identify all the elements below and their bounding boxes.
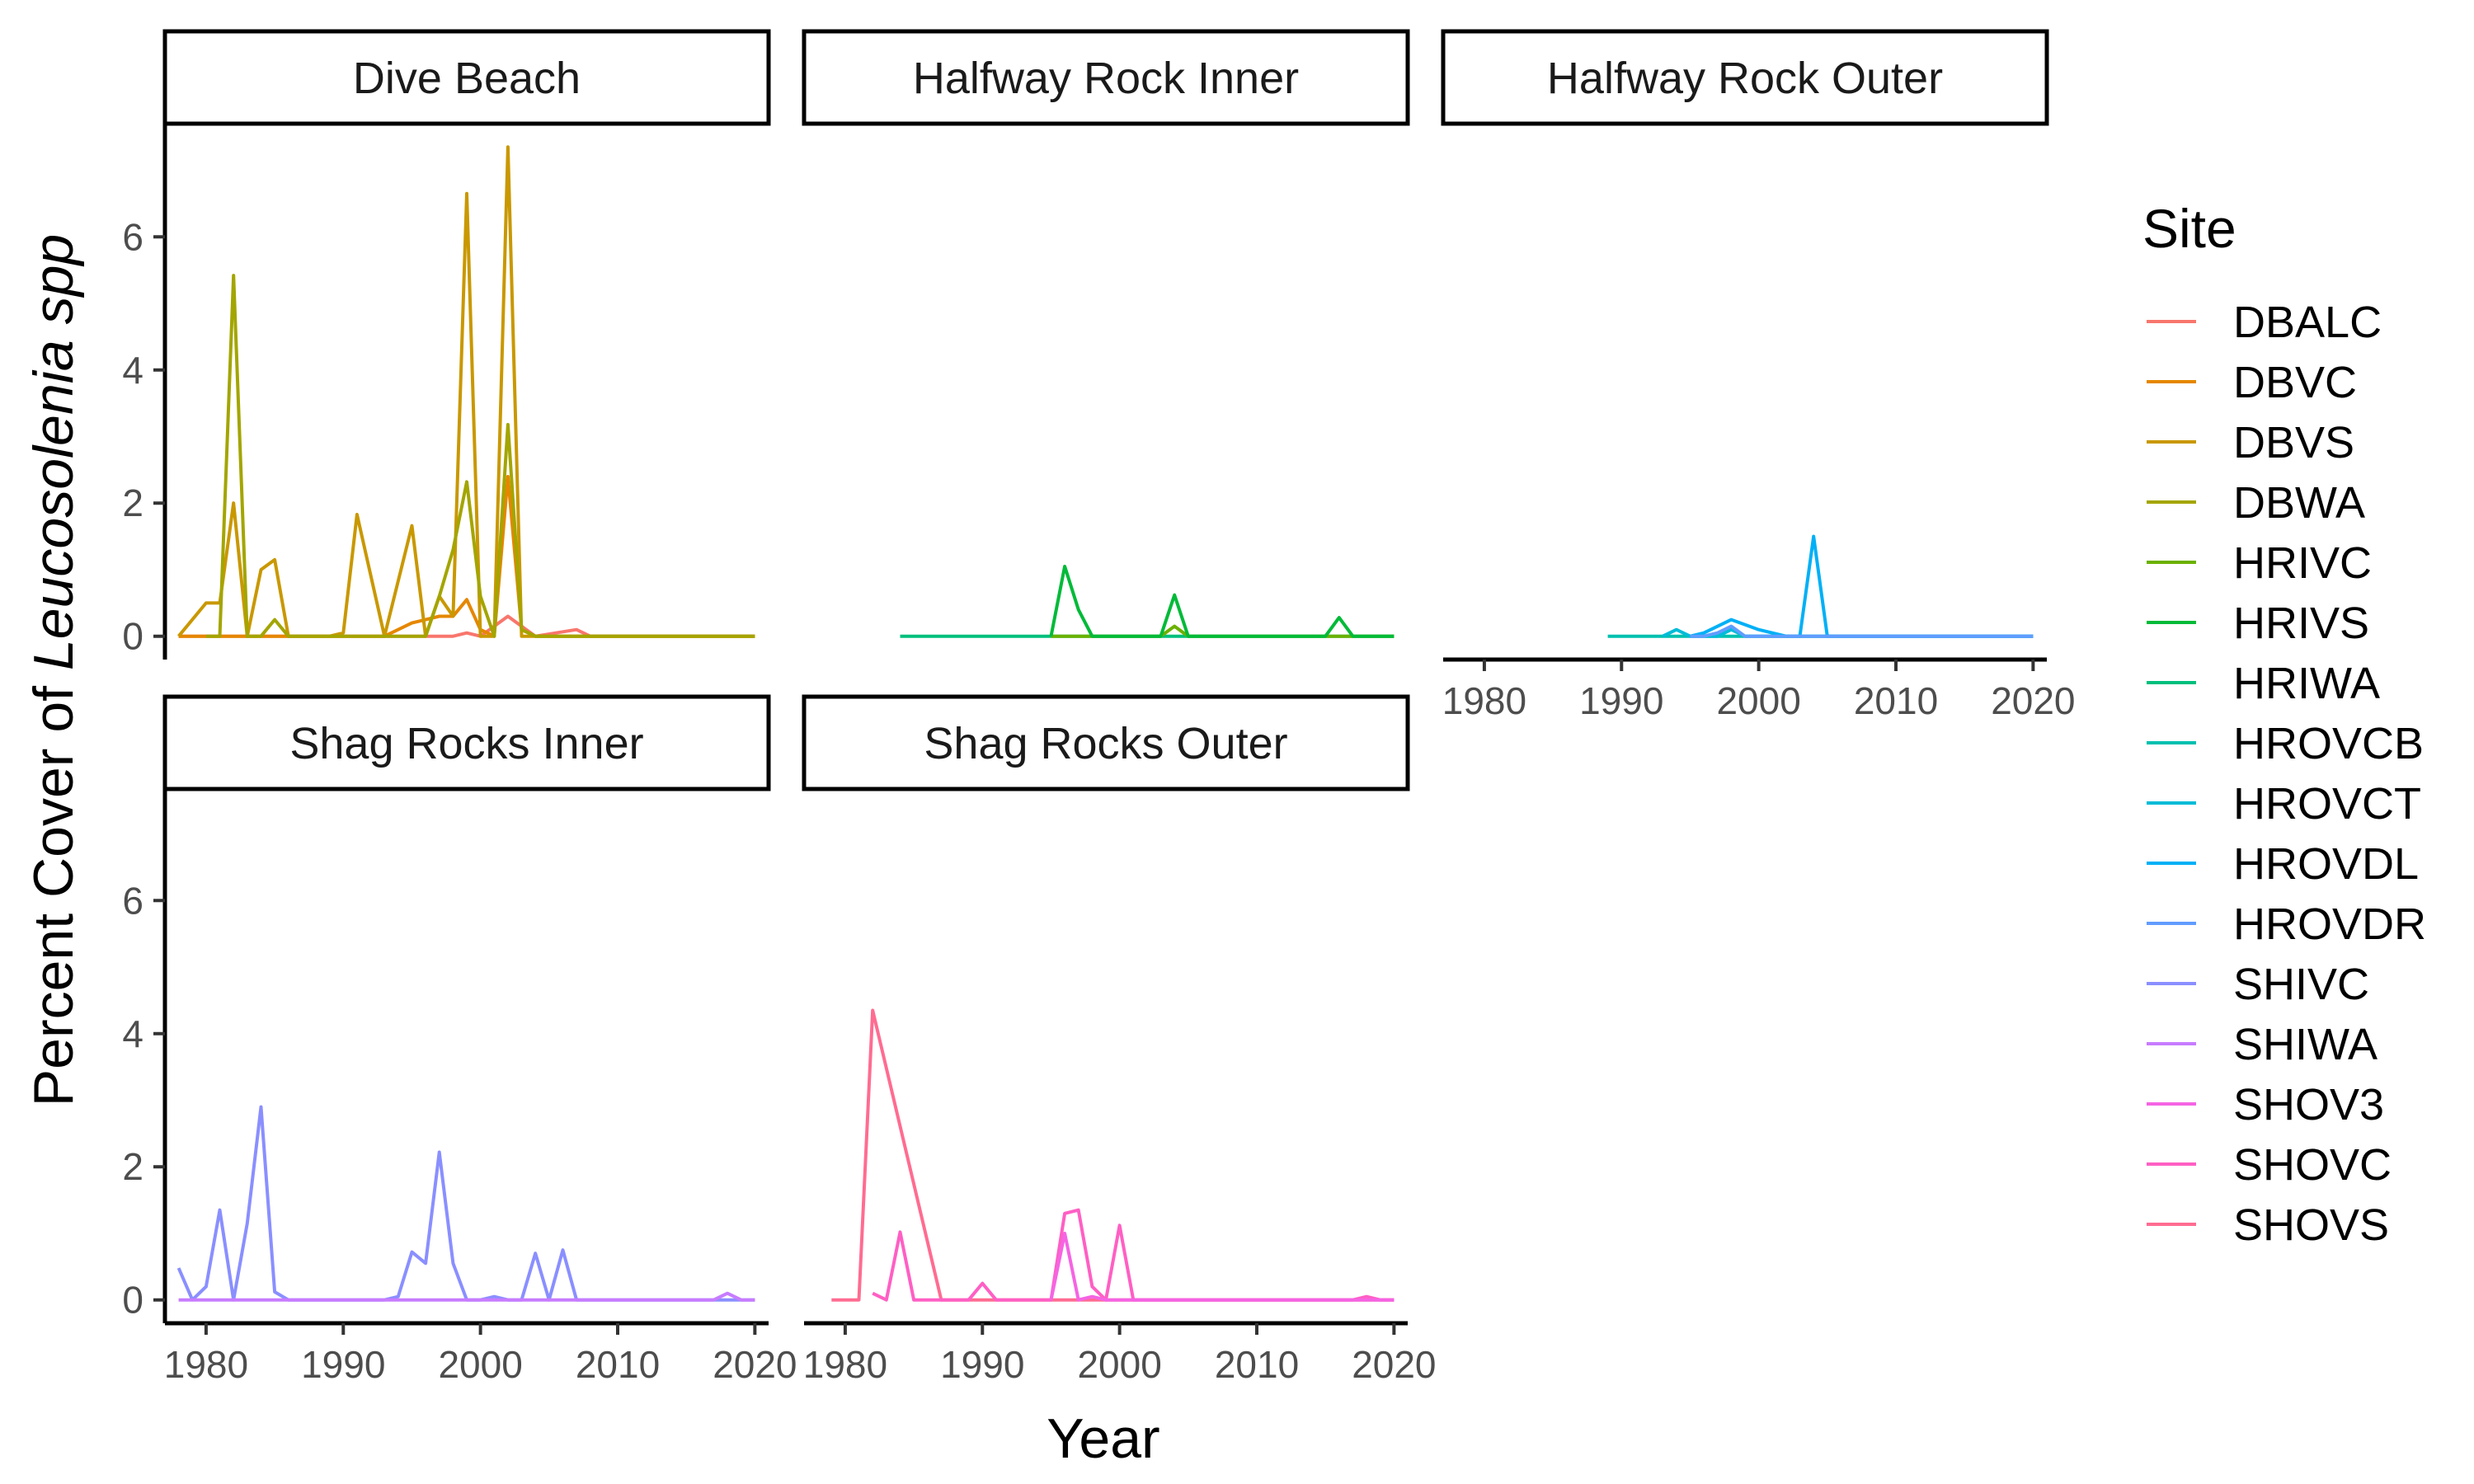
y-tick-label: 6: [122, 879, 143, 922]
chart-panels: Dive Beach 0 2 4 6 Halfway Rock Inner Halfway …: [122, 29, 2076, 1386]
legend-label: HROVDL: [2233, 839, 2419, 889]
legend: Site DBALC DBVC DBVS DBWA HRIVC HRIVS HRIWA HROV…: [2142, 198, 2426, 1250]
x-axis-title: Year: [1047, 1407, 1159, 1470]
y-tick-label: 6: [122, 215, 143, 258]
legend-item: HROVCT: [2147, 779, 2421, 829]
y-tick-label: 4: [122, 349, 143, 392]
legend-label: HRIVC: [2233, 538, 2372, 588]
legend-label: HROVCT: [2233, 779, 2421, 829]
legend-label: DBVC: [2233, 358, 2357, 407]
panel: Shag Rocks Inner 0 2 4 6 1980 1990 2000 2010 2020: [122, 694, 797, 1386]
series-line-dbwa: [205, 274, 755, 638]
legend-item: DBVS: [2147, 418, 2354, 467]
legend-label: HROVDR: [2233, 899, 2426, 949]
legend-item: HROVDR: [2147, 899, 2426, 949]
legend-item: SHIWA: [2147, 1020, 2378, 1069]
legend-item: DBVC: [2147, 358, 2357, 407]
y-tick-label: 0: [122, 1279, 143, 1322]
y-tick-label: 0: [122, 615, 143, 658]
legend-label: HRIWA: [2233, 659, 2380, 708]
panel-strip: [162, 29, 771, 126]
legend-item: HROVDL: [2147, 839, 2419, 889]
y-axis-title-prefix: Percent Cover of: [22, 670, 85, 1106]
x-tick-label: 2000: [1716, 679, 1800, 722]
legend-item: HRIWA: [2147, 659, 2380, 708]
legend-label: HRIVS: [2233, 599, 2369, 648]
y-axis-title: Percent Cover of Leucosolenia spp: [22, 234, 85, 1106]
series-line-hrovdl: [1690, 534, 2034, 638]
series-line-shovc: [872, 1208, 1395, 1302]
x-tick-label: 1980: [803, 1343, 887, 1386]
panel-title: Halfway Rock Inner: [913, 54, 1299, 103]
legend-label: SHIWA: [2233, 1020, 2378, 1069]
legend-label: SHOVC: [2233, 1140, 2392, 1190]
series-line-dbvc: [178, 475, 755, 638]
x-tick-label: 2020: [1991, 679, 2075, 722]
x-tick-label: 1990: [1579, 679, 1663, 722]
panel: Shag Rocks Outer 1980 1990 2000 2010 2020: [802, 694, 1437, 1386]
series-line-shov3: [1049, 1232, 1395, 1302]
legend-label: SHIVC: [2233, 960, 2369, 1009]
panel-title: Dive Beach: [353, 54, 581, 103]
panel-strip: [802, 29, 1410, 126]
y-tick-label: 4: [122, 1012, 143, 1055]
panel-title: Shag Rocks Inner: [289, 719, 643, 768]
legend-label: SHOVS: [2233, 1200, 2389, 1250]
x-tick-label: 1980: [1442, 679, 1526, 722]
series-line-dbvs: [177, 145, 755, 638]
x-tick-label: 2000: [438, 1343, 522, 1386]
legend-title: Site: [2142, 198, 2236, 259]
x-tick-label: 2010: [576, 1343, 660, 1386]
legend-item: DBALC: [2147, 298, 2382, 347]
x-tick-label: 2020: [713, 1343, 797, 1386]
legend-label: HROVCB: [2233, 719, 2424, 768]
legend-item: SHOVC: [2147, 1140, 2392, 1190]
legend-label: DBWA: [2233, 478, 2365, 528]
y-tick-label: 2: [122, 1145, 143, 1188]
legend-item: SHIVC: [2147, 960, 2369, 1009]
x-tick-label: 2010: [1854, 679, 1938, 722]
legend-item: HRIVC: [2147, 538, 2372, 588]
panel: Halfway Rock Inner: [802, 29, 1410, 638]
x-tick-label: 2020: [1352, 1343, 1436, 1386]
legend-item: SHOVS: [2147, 1200, 2389, 1250]
x-tick-label: 2000: [1077, 1343, 1161, 1386]
panel-strip: [162, 694, 771, 791]
panel-title: Halfway Rock Outer: [1547, 54, 1943, 103]
x-tick-label: 1990: [940, 1343, 1024, 1386]
series-line-shiwa: [178, 1291, 755, 1302]
x-tick-label: 2010: [1215, 1343, 1299, 1386]
legend-label: DBVS: [2233, 418, 2354, 467]
series-line-hrivs: [1049, 565, 1395, 638]
panel-strip: [802, 694, 1410, 791]
x-tick-label: 1990: [301, 1343, 385, 1386]
legend-item: DBWA: [2147, 478, 2365, 528]
panel-title: Shag Rocks Outer: [924, 719, 1287, 768]
legend-item: HROVCB: [2147, 719, 2424, 768]
panel-strip: [1441, 29, 2049, 126]
y-tick-label: 2: [122, 481, 143, 524]
series-line-shivc: [176, 1105, 755, 1302]
legend-item: HRIVS: [2147, 599, 2369, 648]
series-line-hrovdr: [1690, 624, 2034, 638]
y-axis-title-italic: Leucosolenia spp: [22, 234, 85, 670]
panel: Dive Beach 0 2 4 6: [122, 29, 771, 660]
panel: Halfway Rock Outer 1980 1990 2000 2010 2020: [1441, 29, 2076, 722]
legend-label: DBALC: [2233, 298, 2382, 347]
legend-label: SHOV3: [2233, 1080, 2384, 1129]
legend-item: SHOV3: [2147, 1080, 2384, 1129]
x-tick-label: 1980: [164, 1343, 248, 1386]
